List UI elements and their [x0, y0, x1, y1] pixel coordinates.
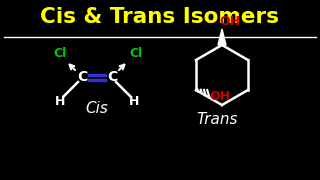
Polygon shape — [218, 29, 226, 45]
Text: OH: OH — [220, 15, 241, 28]
Text: Trans: Trans — [196, 112, 238, 127]
Text: Cl: Cl — [129, 46, 143, 60]
Text: H: H — [55, 94, 65, 107]
Text: C: C — [107, 70, 117, 84]
Text: Cis & Trans Isomers: Cis & Trans Isomers — [41, 7, 279, 27]
Text: Cis: Cis — [85, 100, 108, 116]
Text: OH: OH — [210, 89, 230, 102]
Text: C: C — [77, 70, 87, 84]
Text: Cl: Cl — [53, 46, 67, 60]
Text: H: H — [129, 94, 139, 107]
